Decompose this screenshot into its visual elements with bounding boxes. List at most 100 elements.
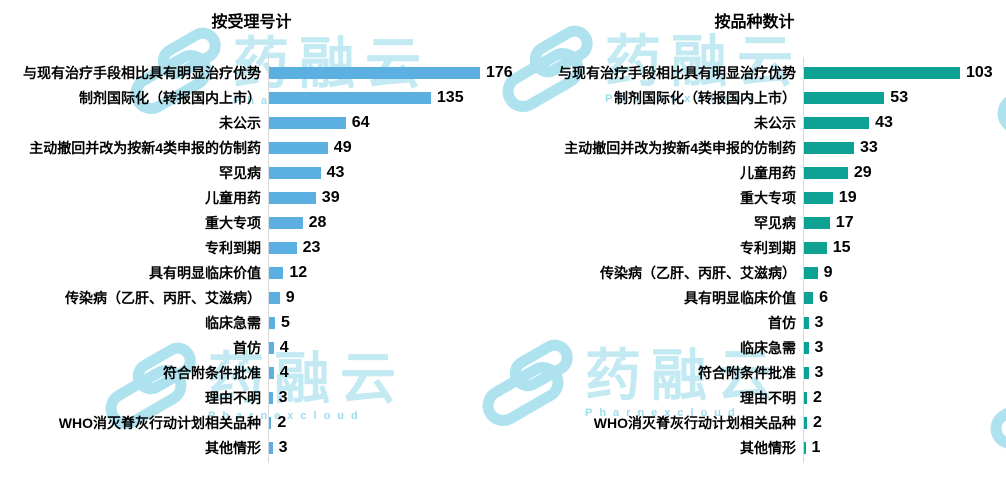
watermark-subbrand-text: Pharnexcloud [585, 407, 742, 419]
bar-area: 19 [803, 189, 1006, 207]
value-label: 19 [838, 188, 857, 206]
category-label: 具有明显临床价值 [684, 289, 796, 306]
category-label: 其他情形 [205, 439, 261, 456]
bar-area: 12 [268, 264, 503, 282]
bar [804, 391, 807, 404]
bar-area: 17 [803, 214, 1006, 232]
category-label: 专利到期 [740, 239, 796, 256]
category-label: 制剂国际化（转报国内上市） [79, 89, 261, 106]
bar [269, 166, 321, 179]
value-label: 3 [278, 438, 288, 456]
chart-row: 传染病（乙肝、丙肝、艾滋病） 9 [0, 285, 503, 310]
chart-row: 理由不明 2 [503, 385, 1006, 410]
watermark [985, 368, 1006, 449]
watermark-brand-text: 药融云 [233, 32, 431, 95]
watermark-brand-text: 药融云 [585, 344, 783, 407]
chart-row: 符合附条件批准 3 [503, 360, 1006, 385]
bar [804, 66, 960, 79]
chart-row: 制剂国际化（转报国内上市） 135 [0, 85, 503, 110]
bar-area: 135 [268, 89, 503, 107]
category-label: 罕见病 [219, 164, 261, 181]
bar-rows: 与现有治疗手段相比具有明显治疗优势 103 制剂国际化（转报国内上市） 53 未公示 43… [503, 60, 1006, 460]
value-label: 2 [277, 413, 287, 431]
category-label: 制剂国际化（转报国内上市） [614, 89, 796, 106]
chart-row: 专利到期 15 [503, 235, 1006, 260]
pharnexcloud-logo-icon [130, 27, 221, 114]
bar [269, 66, 480, 79]
value-label: 15 [832, 238, 851, 256]
chart-row: 制剂国际化（转报国内上市） 53 [503, 85, 1006, 110]
bar-area: 3 [268, 439, 503, 457]
chart-row: 与现有治疗手段相比具有明显治疗优势 103 [503, 60, 1006, 85]
bar-area: 3 [803, 314, 1006, 332]
bar-area: 29 [803, 164, 1006, 182]
chart-row: 其他情形 1 [503, 435, 1006, 460]
chart-row: 具有明显临床价值 12 [0, 260, 503, 285]
bar [269, 391, 273, 404]
bar [269, 191, 316, 204]
bar-area: 3 [803, 364, 1006, 382]
chart-row: 重大专项 28 [0, 210, 503, 235]
bar-area: 49 [268, 139, 503, 157]
bar [269, 366, 274, 379]
value-label: 28 [308, 213, 327, 231]
chart-row: 重大专项 19 [503, 185, 1006, 210]
bar [269, 266, 284, 279]
bar [269, 341, 274, 354]
bar-area: 103 [803, 64, 1006, 82]
category-label: 主动撤回并改为按新4类申报的仿制药 [29, 139, 261, 156]
chart-row: 儿童用药 29 [503, 160, 1006, 185]
pharnexcloud-logo-icon [997, 70, 1006, 134]
value-label: 5 [281, 313, 290, 331]
chart-title: 按受理号计 [211, 14, 292, 31]
bar [804, 416, 807, 429]
bar-area: 2 [803, 389, 1006, 407]
value-label: 64 [351, 113, 370, 131]
watermark: 药融云 Pharnexcloud [497, 25, 803, 112]
value-label: 43 [326, 163, 345, 181]
chart-row: 罕见病 17 [503, 210, 1006, 235]
bar-area: 53 [803, 89, 1006, 107]
chart-row: 临床急需 3 [503, 335, 1006, 360]
chart-row: 主动撤回并改为按新4类申报的仿制药 33 [503, 135, 1006, 160]
pharnexcloud-logo-icon [482, 339, 573, 426]
category-label: 儿童用药 [205, 189, 261, 206]
watermark-text: 药融云 Pharnexcloud [585, 344, 783, 420]
category-label: 与现有治疗手段相比具有明显治疗优势 [23, 64, 261, 81]
chart-row: 未公示 64 [0, 110, 503, 135]
bar [269, 216, 303, 229]
bar-area: 6 [803, 289, 1006, 307]
value-label: 176 [486, 63, 513, 81]
bar-area: 33 [803, 139, 1006, 157]
category-label: 首仿 [768, 314, 796, 331]
value-label: 135 [436, 88, 464, 106]
bar-area: 3 [268, 389, 503, 407]
chart-row: 理由不明 3 [0, 385, 503, 410]
value-label: 9 [285, 288, 295, 306]
chart-row: 临床急需 5 [0, 310, 503, 335]
bar-area: 28 [268, 214, 503, 232]
value-label: 33 [860, 138, 878, 156]
bar-area: 1 [803, 439, 1006, 457]
category-label: 未公示 [754, 114, 796, 131]
bar [804, 166, 848, 179]
category-label: WHO消灭脊灰行动计划相关品种 [58, 414, 261, 431]
bar-area: 4 [268, 339, 503, 357]
chart-row: 首仿 4 [0, 335, 503, 360]
category-label: 儿童用药 [740, 164, 796, 181]
bar [269, 116, 346, 129]
bar [269, 91, 431, 104]
value-label: 9 [823, 263, 833, 281]
chart-row: WHO消灭脊灰行动计划相关品种 2 [0, 410, 503, 435]
chart-row: 罕见病 43 [0, 160, 503, 185]
watermark-subbrand-text: Pharnexcloud [605, 93, 762, 105]
chart-by-acceptance-number: 按受理号计 与现有治疗手段相比具有明显治疗优势 176 制剂国际化（转报国内上市） 1… [0, 14, 513, 463]
category-label: 罕见病 [754, 214, 796, 231]
bar-area: 4 [268, 364, 503, 382]
bar [804, 341, 809, 354]
category-label: 主动撤回并改为按新4类申报的仿制药 [564, 139, 796, 156]
chart-by-variety-count: 按品种数计 与现有治疗手段相比具有明显治疗优势 103 制剂国际化（转报国内上市） 5… [503, 0, 1006, 486]
category-label: 重大专项 [740, 189, 796, 206]
bar-area: 5 [268, 314, 503, 332]
